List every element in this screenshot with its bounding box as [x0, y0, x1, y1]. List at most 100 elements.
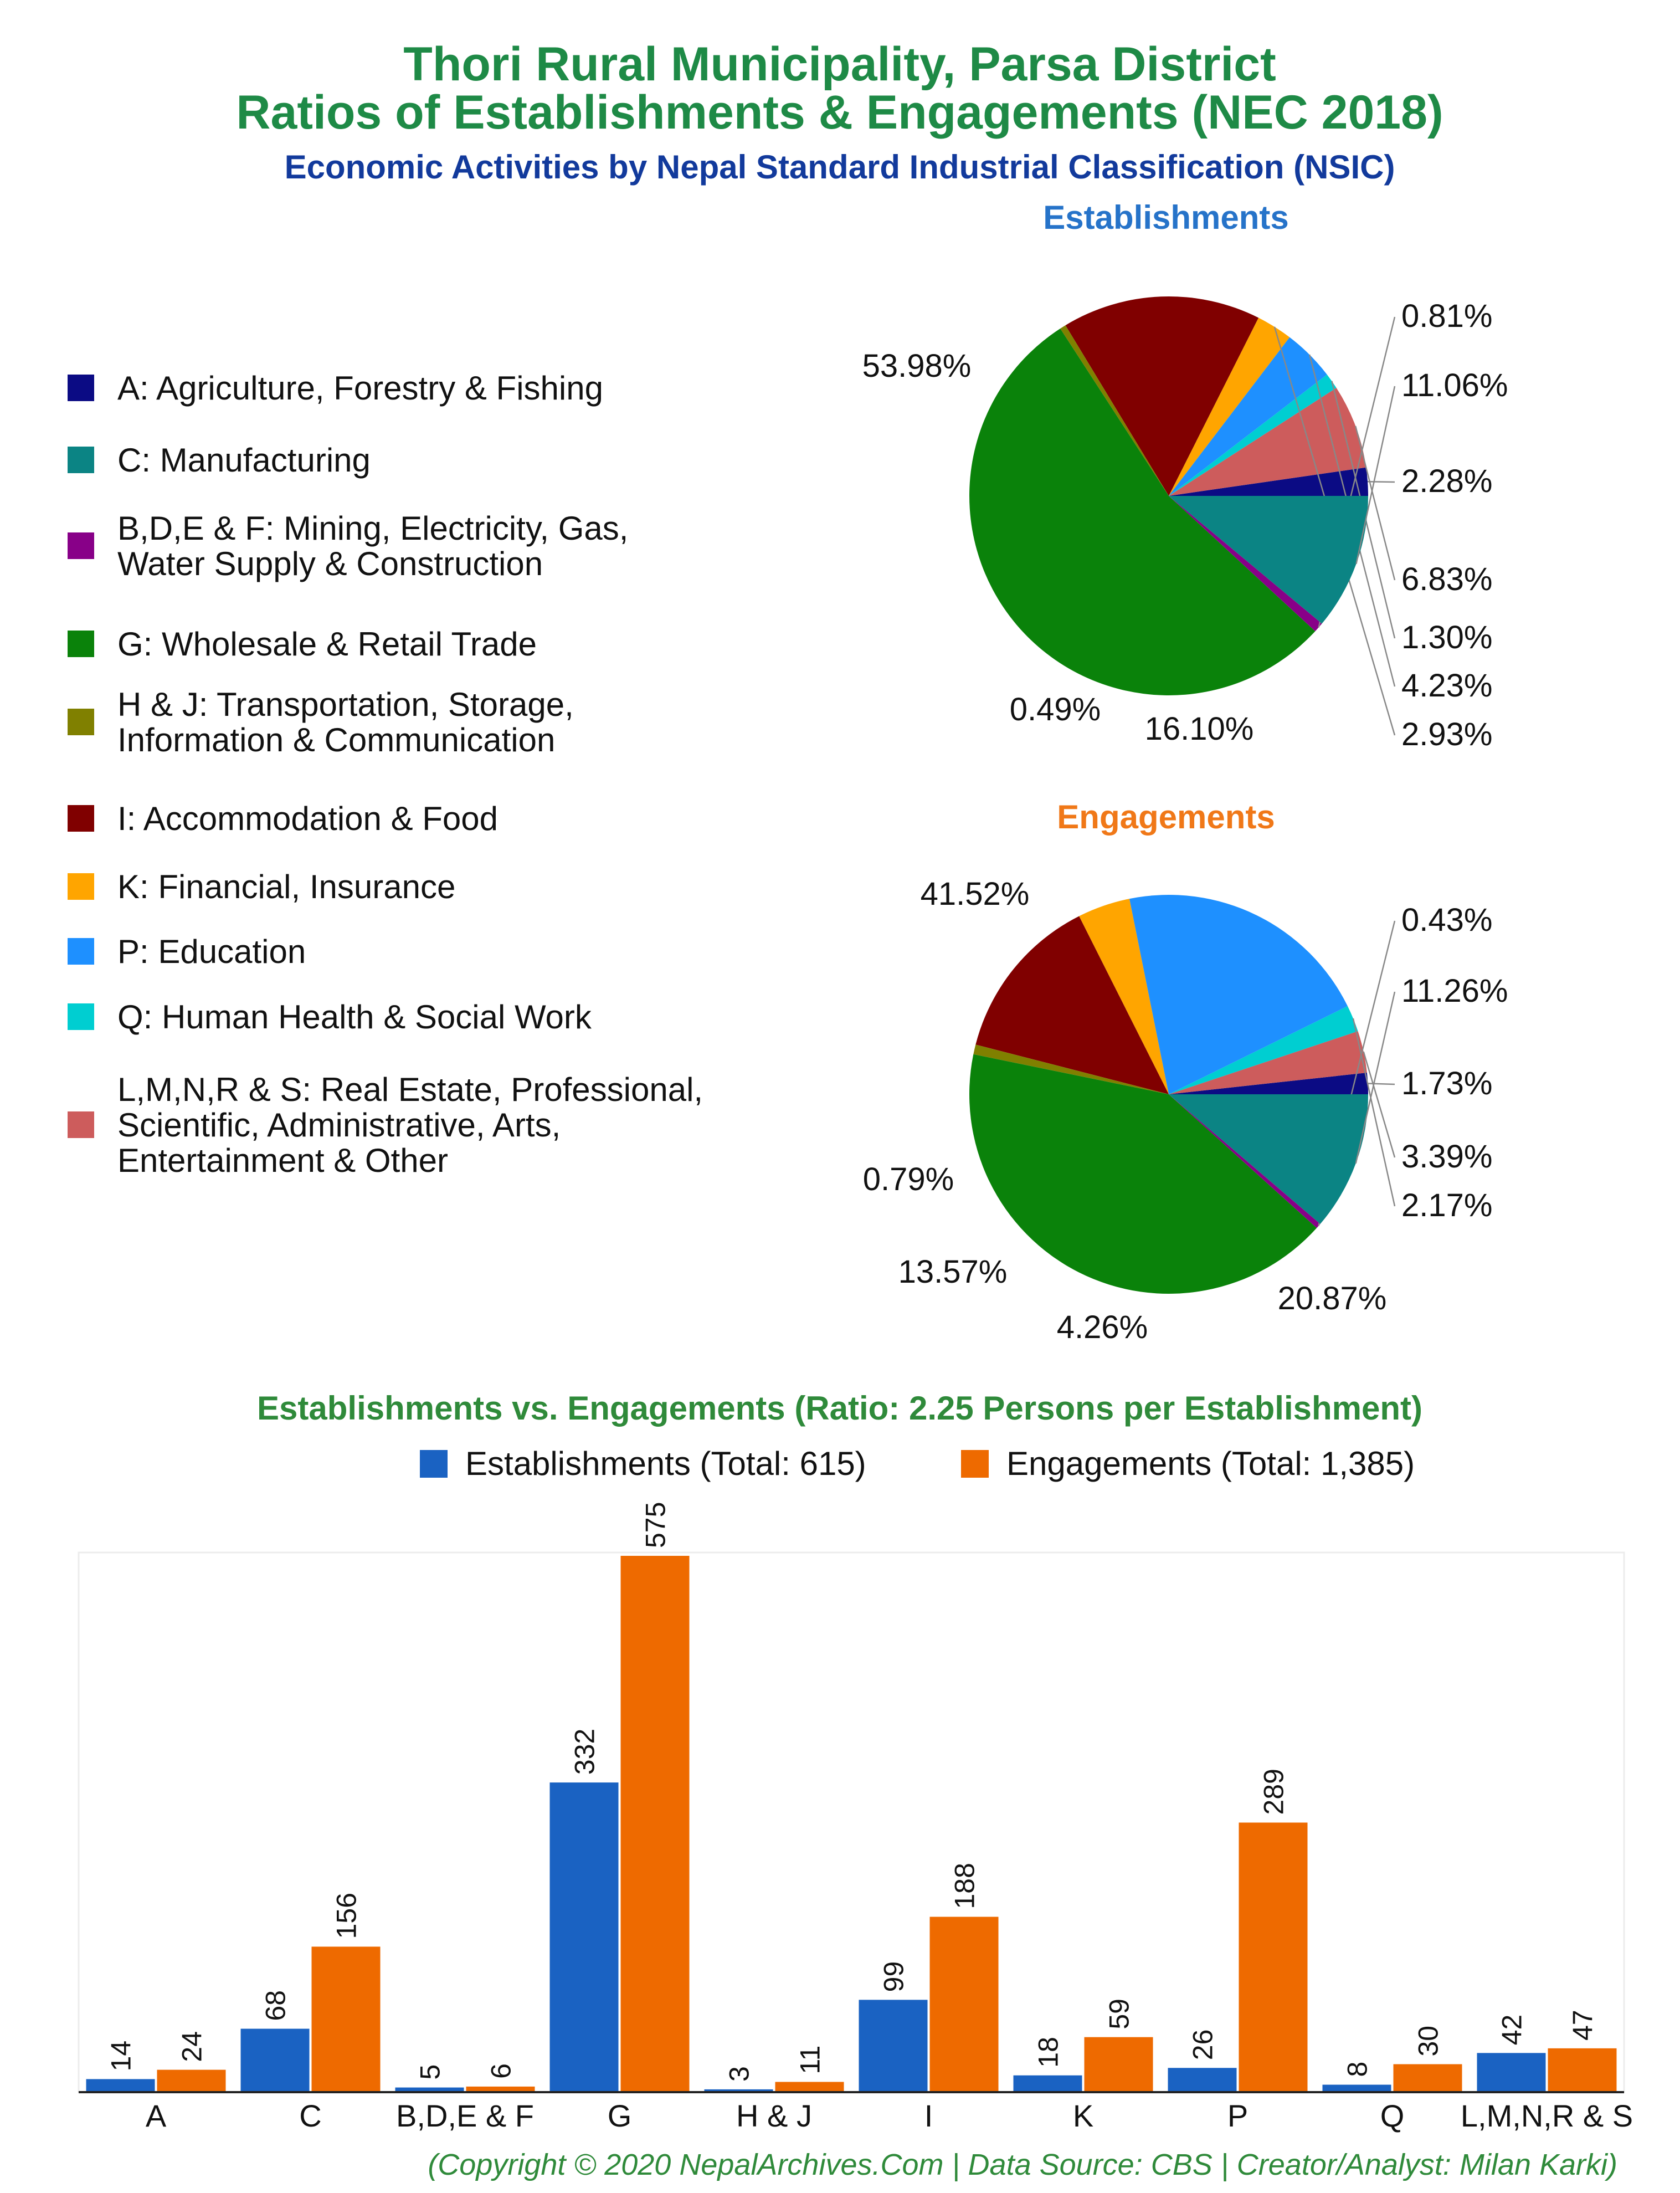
- establishments-bar-a: [86, 2079, 155, 2092]
- pie-label-l-m-n-r-s: 6.83%: [1401, 561, 1492, 597]
- establishments-value-label: 99: [878, 1961, 910, 1992]
- legend-label: B,D,E & F: Mining, Electricity, Gas, Wate…: [117, 510, 628, 582]
- pie-leader-line: [1368, 480, 1395, 483]
- pie-slice-i: [1065, 296, 1259, 496]
- engagements-pie: 1.73% 3.39% 2.17% 20.87% 4.26% 13.57% 0.79% 41.…: [863, 876, 1508, 1345]
- pie-label-q: 2.17%: [1401, 1187, 1492, 1223]
- pie-slice-b-d-e-f: [1169, 1094, 1321, 1228]
- pie-leader-line: [1355, 386, 1396, 564]
- engagements-bar-i: [929, 1917, 999, 2092]
- pie-slice-c: [1169, 1094, 1368, 1224]
- pie-label-a: 1.73%: [1401, 1065, 1492, 1101]
- engagements-bar-g: [620, 1556, 690, 2092]
- engagements-bar-h-j: [775, 2082, 844, 2092]
- engagements-bar-l-m-n-r-s: [1548, 2048, 1617, 2092]
- engagements-value-label: 24: [177, 2031, 208, 2062]
- engagements-pie-title: Engagements: [1057, 798, 1275, 836]
- pie-leader-line: [1368, 1083, 1395, 1085]
- bar-chart: 14 24 A 68 156 C 5 6 B,D,E & F 332 575 G 3 11 H & J 99 1…: [86, 1502, 1633, 2133]
- pie-label-h-j: 0.49%: [1010, 691, 1101, 727]
- legend-item-q: Q: Human Health & Social Work: [68, 998, 592, 1036]
- pie-label-i: 16.10%: [1145, 711, 1254, 747]
- establishments-value-label: 68: [260, 1990, 291, 2021]
- legend-swatch: [68, 375, 94, 401]
- x-tick-label-k: K: [1073, 2098, 1093, 2133]
- engagements-bar-q: [1393, 2064, 1462, 2092]
- pie-label-i: 13.57%: [898, 1254, 1008, 1290]
- page-title-line1: Thori Rural Municipality, Parsa District: [403, 38, 1276, 91]
- pie-label-c: 11.06%: [1401, 367, 1508, 403]
- legend-label: K: Financial, Insurance: [117, 868, 455, 905]
- engagements-value-label: 156: [331, 1893, 362, 1939]
- engagements-value-label: 289: [1258, 1769, 1289, 1815]
- engagements-value-label: 575: [640, 1502, 671, 1548]
- pie-label-b-d-e-f: 0.43%: [1401, 902, 1492, 938]
- pie-leader-line: [1352, 1018, 1396, 1207]
- page-title-line2: Ratios of Establishments & Engagements (…: [236, 86, 1443, 139]
- pie-label-b-d-e-f: 0.81%: [1401, 298, 1492, 334]
- legend-label: G: Wholesale & Retail Trade: [117, 626, 537, 663]
- pie-slice-c: [1169, 496, 1368, 624]
- establishments-bar-p: [1168, 2068, 1237, 2092]
- x-tick-label-q: Q: [1380, 2098, 1405, 2133]
- legend-label: Q: Human Health & Social Work: [117, 998, 592, 1036]
- establishments-bar-q: [1322, 2084, 1391, 2092]
- establishments-value-label: 5: [415, 2064, 446, 2080]
- engagements-bar-b-d-e-f: [466, 2086, 535, 2092]
- page-subtitle: Economic Activities by Nepal Standard In…: [285, 148, 1395, 186]
- legend-label: A: Agriculture, Forestry & Fishing: [117, 370, 603, 407]
- footer-credit: (Copyright © 2020 NepalArchives.Com | Da…: [428, 2148, 1617, 2181]
- legend-item-h-j: H & J: Transportation, Storage, Informati…: [68, 686, 574, 759]
- legend-swatch: [68, 709, 94, 735]
- legend-label: C: Manufacturing: [117, 442, 371, 479]
- x-tick-label-i: I: [924, 2098, 933, 2133]
- engagements-bar-k: [1084, 2037, 1153, 2092]
- bar-legend-swatch: [961, 1450, 989, 1478]
- pie-slice-b-d-e-f: [1169, 496, 1322, 632]
- bar-legend-label: Establishments (Total: 615): [465, 1445, 866, 1482]
- bar-group-b-d-e-f: 5 6 B,D,E & F: [395, 2063, 535, 2133]
- establishments-pie-title: Establishments: [1043, 199, 1288, 236]
- establishments-value-label: 3: [724, 2066, 755, 2082]
- establishments-value-label: 14: [106, 2041, 137, 2072]
- engagements-value-label: 47: [1568, 2010, 1599, 2041]
- establishments-value-label: 8: [1342, 2062, 1373, 2077]
- legend-swatch: [68, 805, 94, 832]
- engagements-bar-p: [1239, 1822, 1308, 2092]
- pie-slice-k: [1079, 899, 1169, 1094]
- legend-label: H & J: Transportation, Storage, Informati…: [117, 686, 574, 759]
- pie-label-g: 53.98%: [862, 348, 972, 384]
- legend-item-g: G: Wholesale & Retail Trade: [68, 626, 537, 663]
- pie-slice-g: [969, 1054, 1317, 1294]
- legend-swatch: [68, 1111, 94, 1138]
- bar-group-a: 14 24 A: [86, 2031, 226, 2133]
- x-tick-label-p: P: [1227, 2098, 1248, 2133]
- bar-group-g: 332 575 G: [549, 1502, 690, 2133]
- pie-slice-q: [1169, 1006, 1358, 1094]
- pie-slice-i: [975, 916, 1169, 1094]
- bar-group-k: 18 59 K: [1013, 1999, 1153, 2133]
- establishments-bar-k: [1013, 2075, 1082, 2092]
- bar-chart-title: Establishments vs. Engagements (Ratio: 2…: [257, 1390, 1422, 1427]
- pie-label-p: 4.23%: [1401, 668, 1492, 704]
- establishments-bar-c: [240, 2028, 310, 2092]
- bar-legend: Establishments (Total: 615) Engagements (…: [420, 1445, 1415, 1482]
- legend-swatch: [68, 532, 94, 559]
- pie-label-c: 11.26%: [1401, 973, 1508, 1009]
- pie-label-k: 2.93%: [1401, 716, 1492, 752]
- establishments-value-label: 26: [1188, 2030, 1219, 2061]
- pie-slice-g: [969, 328, 1316, 695]
- bar-legend-label: Engagements (Total: 1,385): [1006, 1445, 1415, 1482]
- pie-slice-p: [1169, 337, 1327, 496]
- engagements-bar-a: [157, 2069, 226, 2092]
- pie-slice-h-j: [973, 1044, 1169, 1094]
- legend-label: I: Accommodation & Food: [117, 800, 498, 837]
- legend-swatch: [68, 873, 94, 900]
- legend-item-c: C: Manufacturing: [68, 442, 371, 479]
- pie-label-q: 1.30%: [1401, 619, 1492, 655]
- engagements-value-label: 6: [486, 2063, 517, 2079]
- establishments-bar-g: [549, 1782, 619, 2092]
- pie-label-a: 2.28%: [1401, 463, 1492, 499]
- bar-legend-item-engagements: Engagements (Total: 1,385): [961, 1445, 1415, 1482]
